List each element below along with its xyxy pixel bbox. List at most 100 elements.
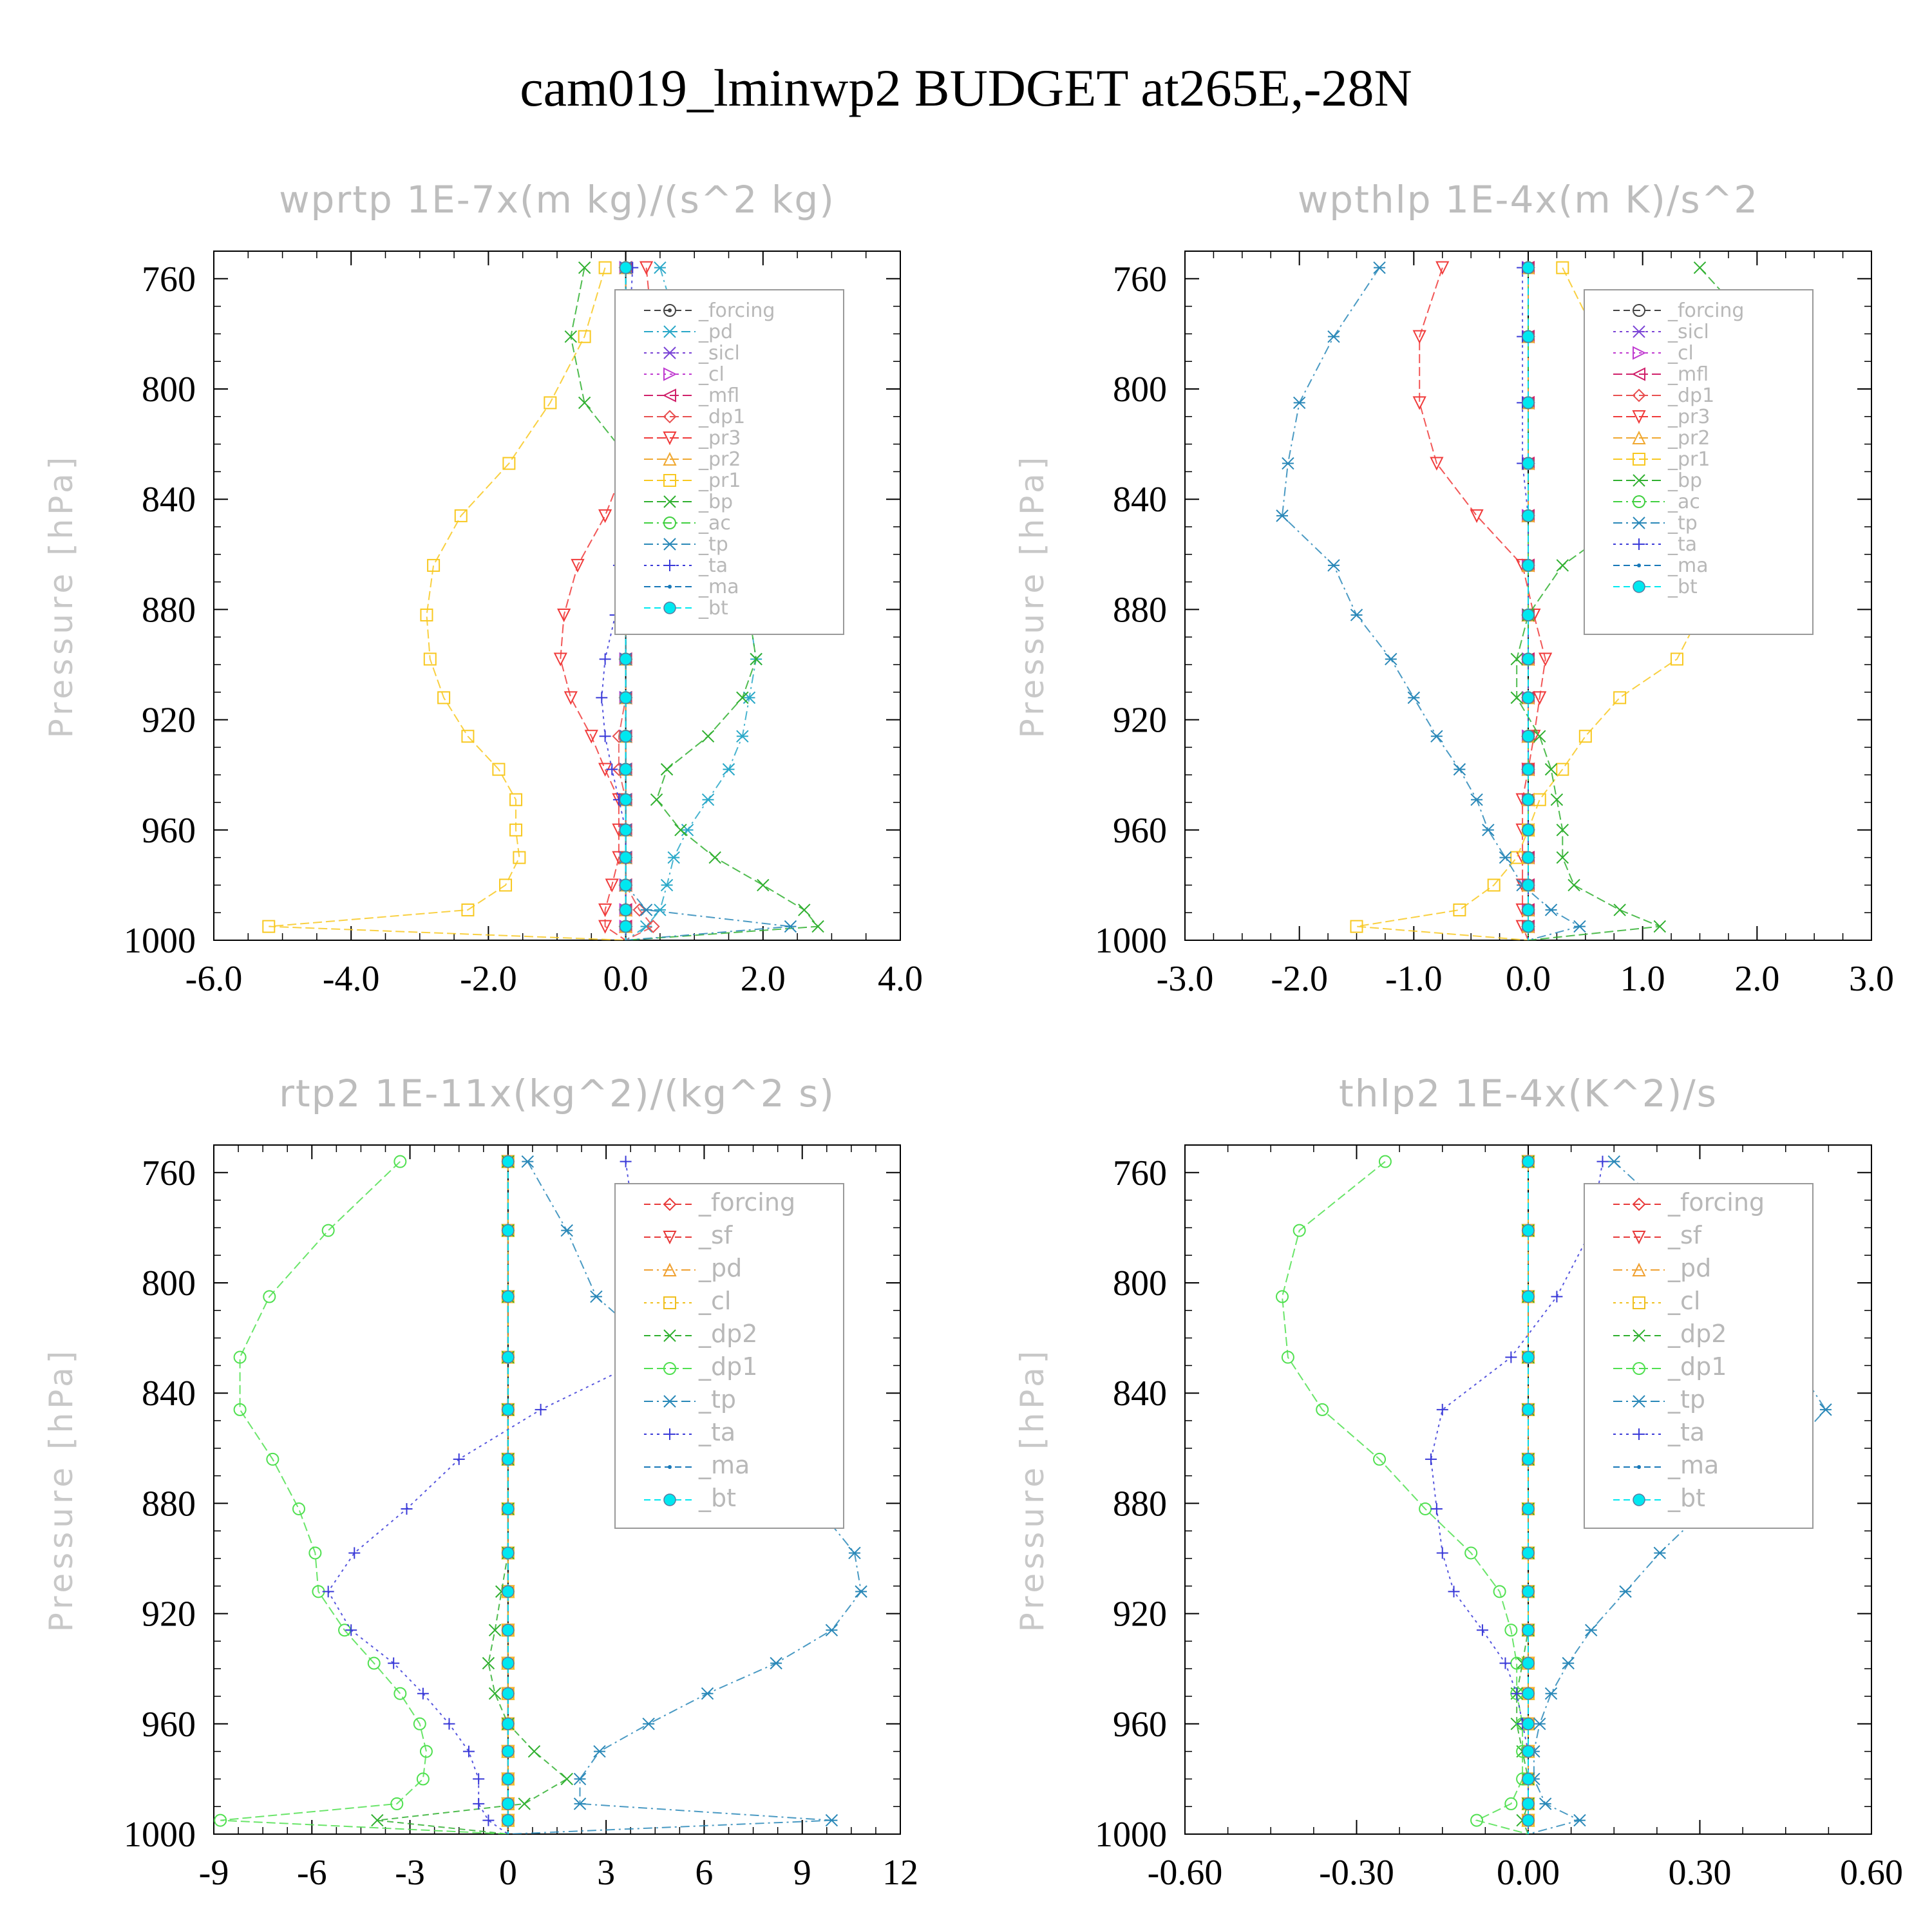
- data-point: [701, 793, 715, 806]
- marker-shape: [502, 1772, 515, 1786]
- data-point: [564, 330, 578, 343]
- panel-title: wprtp 1E-7x(m kg)/(s^2 kg): [279, 178, 835, 222]
- marker-shape: [743, 691, 756, 705]
- marker-shape: [1482, 824, 1495, 837]
- data-point: [1522, 1546, 1535, 1560]
- marker-shape: [461, 903, 475, 916]
- marker-shape: [811, 920, 824, 933]
- y-tick-label: 880: [142, 590, 196, 630]
- marker-shape: [1487, 878, 1501, 892]
- y-tick-label: 760: [1113, 260, 1167, 299]
- marker-shape: [619, 904, 632, 916]
- y-axis-label: Pressure [hPa]: [1014, 453, 1051, 739]
- x-tick-label: 0.30: [1669, 1853, 1732, 1893]
- legend-item: _pd: [644, 1254, 742, 1282]
- marker-shape: [473, 1797, 485, 1810]
- legend-label: _sf: [698, 1221, 734, 1249]
- marker-shape: [619, 851, 632, 864]
- data-point: [1522, 1502, 1535, 1515]
- marker-shape: [502, 1290, 515, 1303]
- marker-shape: [1378, 1155, 1392, 1168]
- marker-shape: [1522, 691, 1535, 705]
- marker-shape: [393, 1687, 407, 1700]
- x-tick-label: -9: [199, 1853, 229, 1893]
- legend-marker: [668, 585, 672, 589]
- legend-label: _pr2: [698, 448, 741, 471]
- series-line-pr1: [269, 267, 626, 940]
- y-axis-label: Pressure [hPa]: [1014, 1347, 1051, 1633]
- legend-label: _bp: [1667, 469, 1702, 492]
- data-point: [473, 1773, 485, 1785]
- marker-shape: [502, 1797, 515, 1810]
- data-point: [420, 608, 433, 621]
- marker-shape: [578, 396, 591, 410]
- marker-shape: [502, 1502, 515, 1515]
- marker-shape: [292, 1502, 305, 1515]
- data-point: [619, 878, 632, 892]
- legend-label: _dp1: [1667, 1352, 1727, 1381]
- data-point: [674, 824, 687, 837]
- data-point: [367, 1656, 381, 1670]
- legend-item: _tp: [1613, 512, 1698, 535]
- data-point: [1293, 1224, 1306, 1237]
- marker-shape: [1522, 1453, 1535, 1466]
- marker-shape: [1522, 261, 1535, 274]
- marker-shape: [598, 903, 612, 918]
- marker-shape: [1522, 457, 1535, 470]
- marker-shape: [654, 904, 667, 916]
- data-point: [619, 762, 632, 776]
- marker-shape: [599, 730, 611, 743]
- y-tick-label: 1000: [124, 921, 196, 961]
- marker-shape: [509, 793, 523, 806]
- marker-shape: [757, 878, 770, 892]
- data-point: [502, 1772, 515, 1786]
- marker-shape: [663, 1395, 676, 1408]
- data-point: [393, 1155, 407, 1168]
- marker-shape: [1522, 1585, 1535, 1598]
- data-point: [502, 1502, 515, 1515]
- marker-shape: [263, 1290, 276, 1303]
- y-tick-label: 1000: [1095, 921, 1167, 961]
- marker-dot: [668, 308, 672, 312]
- data-point: [1412, 396, 1426, 410]
- data-point: [1522, 762, 1535, 776]
- marker-shape: [1407, 691, 1421, 705]
- data-point: [1504, 1797, 1518, 1810]
- marker-shape: [663, 304, 676, 317]
- marker-shape: [502, 1155, 515, 1168]
- legend-item: _dp1: [1613, 384, 1714, 407]
- data-point: [584, 730, 598, 744]
- panel-rtp2: rtp2 1E-11x(kg^2)/(kg^2 s) Pressure [hPa]…: [43, 1072, 918, 1893]
- marker-shape: [1522, 1155, 1535, 1168]
- data-point: [502, 1814, 515, 1827]
- data-point: [1567, 878, 1580, 892]
- marker-shape: [527, 1745, 541, 1758]
- marker-shape: [1412, 396, 1426, 410]
- data-point: [1430, 1502, 1443, 1515]
- marker-shape: [482, 1656, 495, 1670]
- marker-shape: [473, 1773, 485, 1785]
- legend-box: [1584, 1183, 1814, 1529]
- legend-item: _mfl: [1613, 363, 1709, 386]
- data-point: [1556, 261, 1569, 274]
- data-point: [1556, 559, 1569, 572]
- marker-shape: [388, 1657, 400, 1669]
- data-point: [598, 903, 612, 918]
- marker-shape: [502, 1656, 515, 1670]
- marker-shape: [1522, 793, 1535, 806]
- data-point: [1522, 1155, 1535, 1168]
- data-point: [1435, 261, 1450, 275]
- marker-shape: [1633, 474, 1645, 487]
- legend-item: _bt: [1613, 1484, 1705, 1512]
- data-point: [619, 851, 632, 864]
- x-tick-label: 9: [793, 1853, 811, 1893]
- data-point: [321, 1224, 335, 1237]
- data-point: [413, 1717, 426, 1730]
- data-point: [1407, 691, 1421, 705]
- marker-shape: [367, 1656, 381, 1670]
- marker-shape: [1633, 495, 1645, 508]
- marker-shape: [708, 851, 721, 864]
- series-line-ta: [327, 1161, 650, 1834]
- legend-item: _ta: [644, 554, 728, 577]
- legend-item: _forcing: [1613, 299, 1744, 322]
